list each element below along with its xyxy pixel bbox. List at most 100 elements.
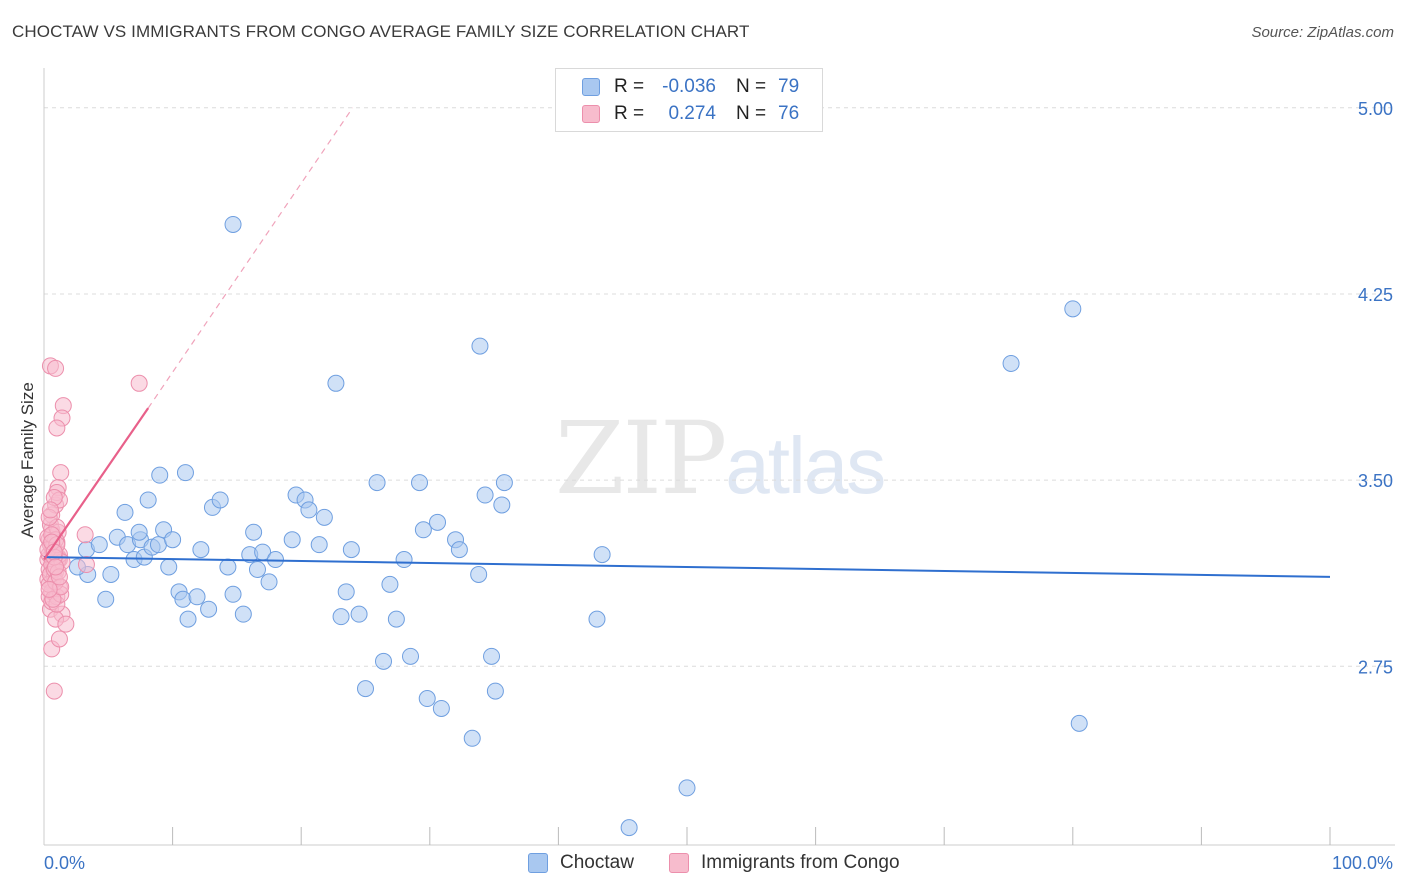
congo-point (41, 501, 59, 519)
choctaw-point (219, 558, 237, 576)
choctaw-point (493, 496, 511, 514)
choctaw-point (164, 531, 182, 549)
bottom-legend-choctaw: Choctaw (528, 852, 634, 874)
choctaw-point (332, 608, 350, 626)
choctaw-point (211, 491, 229, 509)
choctaw-trend-line (43, 556, 1331, 578)
choctaw-point (200, 600, 218, 618)
chart-title: CHOCTAW VS IMMIGRANTS FROM CONGO AVERAGE… (12, 22, 750, 41)
congo-point (50, 630, 68, 648)
choctaw-point (188, 588, 206, 606)
choctaw-point (151, 466, 169, 484)
choctaw-point (1064, 300, 1082, 318)
choctaw-point (90, 536, 108, 554)
choctaw-point (327, 374, 345, 392)
choctaw-point (402, 647, 420, 665)
choctaw-point (149, 536, 167, 554)
legend-n-label: N = (736, 103, 767, 124)
choctaw-point (588, 610, 606, 628)
choctaw-point (234, 605, 252, 623)
legend-swatch-choctaw (582, 78, 600, 96)
x-tick-label: 100.0% (1332, 853, 1393, 873)
choctaw-point (357, 680, 374, 698)
congo-trend-extension (147, 107, 354, 409)
choctaw-point (470, 565, 488, 583)
choctaw-point (315, 508, 333, 526)
bottom-legend-label-choctaw: Choctaw (560, 852, 634, 873)
choctaw-point (387, 610, 405, 628)
choctaw-point (102, 565, 120, 583)
choctaw-point (310, 536, 328, 554)
congo-point (47, 359, 65, 377)
choctaw-point (593, 546, 611, 564)
choctaw-point (495, 474, 513, 492)
congo-point (52, 464, 70, 482)
legend-r-label: R = (614, 76, 645, 97)
choctaw-point (342, 541, 360, 559)
choctaw-point (429, 513, 447, 531)
choctaw-point (432, 699, 450, 717)
x-tick-label: 0.0% (44, 853, 85, 873)
choctaw-point (192, 541, 210, 559)
choctaw-point (463, 729, 481, 747)
choctaw-point (476, 486, 494, 504)
choctaw-point (418, 690, 436, 708)
choctaw-point (620, 819, 638, 837)
choctaw-point (395, 551, 413, 569)
congo-point (48, 419, 66, 437)
y-tick-label: 4.25 (1358, 285, 1393, 305)
congo-point (77, 556, 95, 574)
choctaw-point (450, 541, 468, 559)
choctaw-point (411, 474, 429, 492)
choctaw-point (224, 585, 242, 603)
choctaw-point (375, 652, 393, 670)
congo-point (76, 526, 94, 544)
congo-point (130, 374, 148, 392)
choctaw-point (224, 215, 242, 233)
choctaw-point (337, 583, 355, 601)
choctaw-point (1002, 354, 1020, 372)
source-label: Source: ZipAtlas.com (1251, 24, 1394, 41)
choctaw-point (174, 590, 192, 608)
legend-n-value: 76 (778, 103, 800, 124)
congo-point (40, 580, 58, 598)
congo-point (57, 615, 75, 633)
choctaw-point (260, 573, 278, 591)
choctaw-point (368, 474, 386, 492)
congo-point (47, 558, 65, 576)
congo-trend-line (43, 407, 150, 561)
legend-r-label: R = (614, 103, 645, 124)
choctaw-point (266, 551, 284, 569)
choctaw-point (245, 523, 263, 541)
choctaw-point (179, 610, 197, 628)
choctaw-point (176, 464, 194, 482)
choctaw-point (350, 605, 368, 623)
choctaw-point (414, 521, 432, 539)
watermark-atlas: atlas (725, 421, 886, 510)
legend-n-label: N = (736, 76, 767, 97)
watermark: ZIPatlas (555, 400, 886, 517)
choctaw-point (116, 503, 134, 521)
watermark-zip: ZIP (555, 400, 727, 517)
choctaw-point (1070, 714, 1088, 732)
y-tick-label: 3.50 (1358, 471, 1393, 491)
correlation-legend: R = -0.036 N = 79 R = 0.274 N = 76 (555, 68, 823, 132)
choctaw-point (381, 575, 399, 593)
legend-r-value: 0.274 (668, 103, 716, 124)
choctaw-point (139, 491, 157, 509)
choctaw-point (483, 647, 501, 665)
choctaw-point (678, 779, 696, 797)
choctaw-point (130, 523, 148, 541)
choctaw-point (486, 682, 504, 700)
legend-row-congo: R = 0.274 N = 76 (582, 102, 799, 126)
choctaw-point (97, 590, 115, 608)
y-tick-label: 5.00 (1358, 99, 1393, 119)
choctaw-point (283, 531, 301, 549)
y-axis-label: Average Family Size (18, 382, 37, 538)
legend-n-value: 79 (778, 76, 800, 97)
bottom-legend-congo: Immigrants from Congo (669, 852, 900, 874)
congo-point (45, 682, 63, 700)
legend-r-value: -0.036 (662, 76, 716, 97)
legend-row-choctaw: R = -0.036 N = 79 (582, 75, 799, 99)
